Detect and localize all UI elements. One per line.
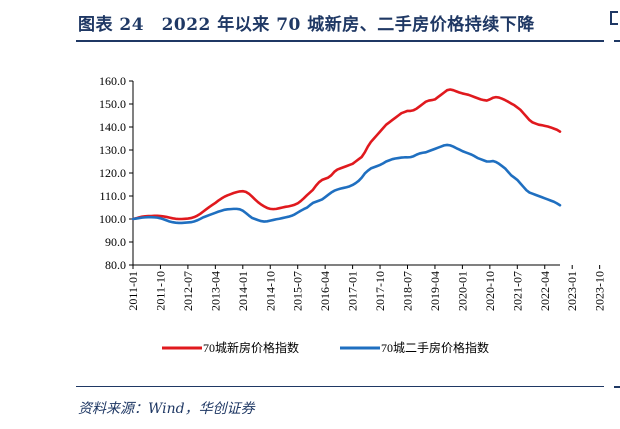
x-tick-label: 2017-01 <box>346 271 360 311</box>
legend-label-1: 70城新房价格指数 <box>203 340 299 355</box>
x-tick-label: 2020-01 <box>455 271 469 311</box>
source-rule <box>76 386 604 387</box>
figure-title: 图表 24 2022 年以来 70 城新房、二手房价格持续下降 <box>78 15 535 35</box>
x-tick-label: 2013-04 <box>208 271 222 311</box>
title-rule <box>76 40 604 42</box>
adjacent-rule-top <box>614 40 620 42</box>
x-tick-label: 2023-01 <box>565 271 579 311</box>
y-tick-label: 80.0 <box>105 258 126 272</box>
x-tick-label: 2014-10 <box>263 271 277 311</box>
y-tick-label: 100.0 <box>99 212 126 226</box>
x-tick-label: 2020-10 <box>483 271 497 311</box>
adjacent-figure-edge <box>610 11 618 25</box>
y-tick-label: 150.0 <box>99 97 126 111</box>
y-tick-label: 130.0 <box>99 143 126 157</box>
chart-legend: 70城新房价格指数 70城二手房价格指数 <box>162 340 489 355</box>
y-tick-label: 160.0 <box>99 74 126 88</box>
x-tick-label: 2021-07 <box>510 271 524 311</box>
y-tick-label: 90.0 <box>105 235 126 249</box>
x-tick-label: 2011-10 <box>153 271 167 311</box>
legend-label-2: 70城二手房价格指数 <box>381 340 489 355</box>
chart-lines <box>131 88 562 225</box>
series-line-2 <box>131 143 562 225</box>
x-tick-label: 2019-04 <box>428 271 442 311</box>
x-tick-label: 2012-07 <box>181 271 195 311</box>
x-tick-label: 2018-07 <box>401 271 415 311</box>
x-tick-label: 2016-04 <box>318 271 332 311</box>
series-line-1 <box>131 88 562 221</box>
adjacent-rule-bottom <box>614 386 620 388</box>
x-tick-label: 2022-04 <box>538 271 552 311</box>
x-tick-label: 2017-10 <box>373 271 387 311</box>
chart-axes: 80.0 90.0 100.0 110.0 120.0 130.0 140.0 150.0 16… <box>99 74 607 311</box>
x-tick-label: 2023-10 <box>593 271 607 311</box>
x-tick-label: 2011-01 <box>126 271 140 311</box>
x-tick-label: 2015-07 <box>291 271 305 311</box>
source-note: 资料来源：Wind，华创证券 <box>78 401 255 417</box>
y-tick-label: 140.0 <box>99 120 126 134</box>
x-tick-label: 2014-01 <box>236 271 250 311</box>
y-tick-label: 120.0 <box>99 166 126 180</box>
y-tick-label: 110.0 <box>99 189 126 203</box>
